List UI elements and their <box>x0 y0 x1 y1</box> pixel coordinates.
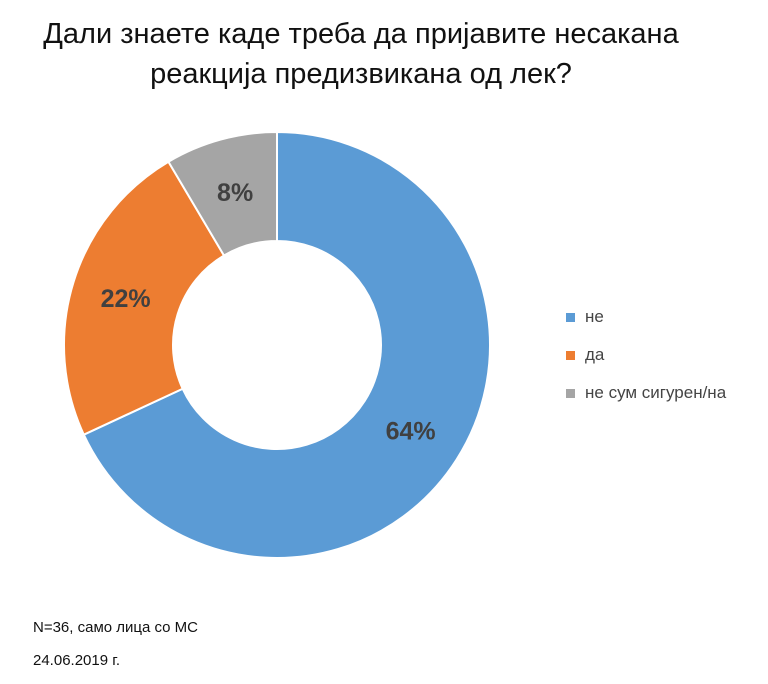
legend-swatch <box>566 312 575 322</box>
data-label: 22% <box>101 285 151 313</box>
legend-item-unsure: не сум сигурен/на <box>566 374 726 412</box>
donut-slice-2 <box>63 160 226 436</box>
legend-item-ne: не <box>566 298 726 336</box>
donut-slice-3 <box>167 130 278 257</box>
date-note: 24.06.2019 г. <box>33 652 121 669</box>
chart-title: Дали знаете каде треба да пријавите неса… <box>0 14 722 94</box>
legend-label: не <box>585 307 604 326</box>
sample-note: N=36, само лица со МС <box>33 619 199 636</box>
donut-slice-1 <box>82 130 491 559</box>
chart-title-line-1: Дали знаете каде треба да пријавите неса… <box>43 18 679 50</box>
data-label: 8% <box>217 179 253 207</box>
legend-item-da: да <box>566 336 726 374</box>
legend-swatch <box>566 350 575 360</box>
legend-swatch <box>566 388 575 398</box>
legend-label: да <box>585 345 605 364</box>
legend: не да не сум сигурен/на <box>566 298 726 412</box>
data-label: 64% <box>386 417 436 445</box>
chart-title-line-2: реакција предизвикана од лек? <box>150 58 572 90</box>
legend-label: не сум сигурен/на <box>585 383 727 402</box>
